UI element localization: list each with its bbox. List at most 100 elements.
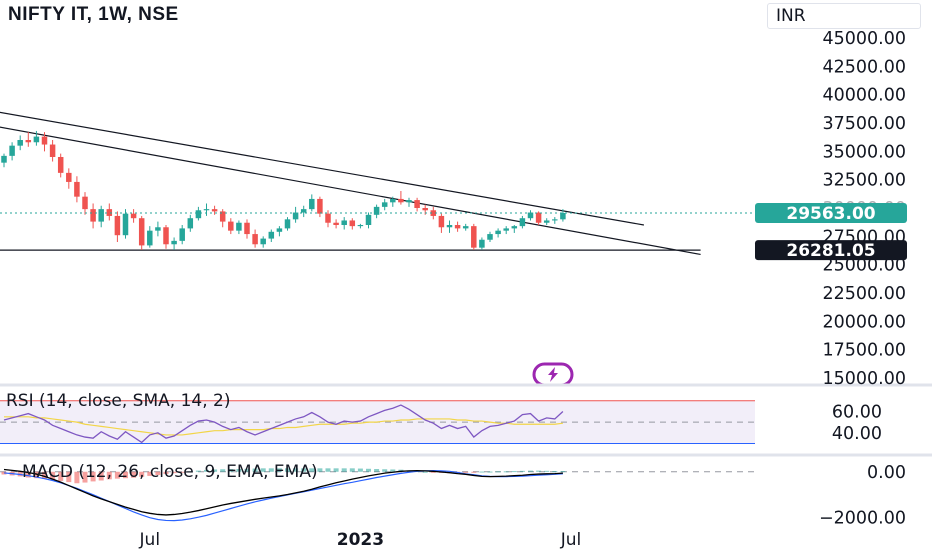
upper-trendline <box>0 111 645 226</box>
candle-body <box>74 181 80 197</box>
currency-selector[interactable]: INR <box>767 3 921 29</box>
candle <box>66 168 72 189</box>
candle-body <box>187 218 194 229</box>
candle <box>519 215 526 229</box>
candle <box>292 206 299 223</box>
candle-body <box>155 227 161 231</box>
candle <box>195 206 202 221</box>
histogram-bar <box>479 471 485 473</box>
histogram-bar <box>33 471 39 479</box>
histogram-bar <box>349 468 355 472</box>
candle <box>49 140 56 162</box>
candle <box>430 206 437 220</box>
candle-body <box>535 212 542 223</box>
candle-body <box>284 219 291 229</box>
candle-body <box>381 202 388 207</box>
candle <box>57 153 64 178</box>
candle-body <box>527 212 534 219</box>
histogram-bar <box>228 469 234 472</box>
histogram-bar <box>560 471 566 473</box>
candle <box>187 214 194 232</box>
rsi-ma-line <box>4 416 563 436</box>
candle <box>171 237 177 250</box>
candle <box>300 205 307 218</box>
candle-body <box>406 200 412 203</box>
candle-body <box>309 198 315 210</box>
candles[interactable] <box>1 130 566 250</box>
histogram-bar <box>495 471 501 473</box>
candle-body <box>479 239 485 248</box>
candle <box>535 211 542 225</box>
histogram-bar <box>90 471 96 482</box>
histogram-bar <box>204 469 209 472</box>
time-tick-label: Jul <box>560 530 582 550</box>
histogram-bar <box>50 471 56 480</box>
candle <box>511 225 518 233</box>
candle-body <box>430 210 437 216</box>
candle-body <box>98 209 104 222</box>
candle <box>130 209 137 223</box>
histogram-bar <box>195 470 201 472</box>
candle-body <box>438 215 445 228</box>
histogram-bar <box>147 471 153 476</box>
histogram-bar <box>220 469 226 472</box>
histogram-bar <box>317 468 323 472</box>
histogram-bar <box>544 470 550 472</box>
candle <box>219 209 226 228</box>
candle <box>147 226 153 248</box>
histogram-bar <box>333 468 339 472</box>
candle <box>25 132 32 147</box>
candle <box>341 217 347 230</box>
candle <box>560 209 566 222</box>
candle <box>284 217 291 231</box>
histogram-bar <box>463 471 469 473</box>
macd-axis[interactable]: 0.00 −2000.00 <box>819 463 906 529</box>
histogram-bar <box>511 471 517 473</box>
histogram-bar <box>260 468 266 472</box>
candle-body <box>446 225 453 228</box>
histogram-bar <box>252 468 258 472</box>
macd-pane[interactable]: MACD (12, 26, close, 9, EMA, EMA) <box>0 462 755 522</box>
histogram-bar <box>74 471 80 484</box>
candle-body <box>349 220 356 227</box>
candle-body <box>519 218 526 227</box>
candle <box>398 191 404 205</box>
candle <box>155 221 161 237</box>
time-tick-label: 2023 <box>337 530 384 550</box>
histogram-bar <box>276 468 282 472</box>
price-pane[interactable]: NIFTY IT, 1W, NSE <box>0 4 755 387</box>
histogram-bar <box>98 471 104 481</box>
price-tick-label: 32500.00 <box>822 171 906 191</box>
candle-body <box>211 209 218 212</box>
support-price-tag: 26281.05 <box>755 240 907 261</box>
price-axis[interactable]: 45000.00 42500.00 40000.00 37500.00 35000.00… <box>822 29 906 389</box>
candle <box>552 217 558 224</box>
candle-body <box>511 226 518 229</box>
candle <box>390 196 396 207</box>
currency-label: INR <box>776 6 806 26</box>
candle <box>1 153 7 168</box>
candle <box>317 196 323 218</box>
candle <box>244 219 250 239</box>
trendlines[interactable] <box>0 111 701 256</box>
svg-text:26281.05: 26281.05 <box>786 241 875 261</box>
histogram-bar <box>212 469 218 472</box>
candle <box>276 226 283 237</box>
price-tick-label: 37500.00 <box>822 114 906 134</box>
histogram-bar <box>366 468 371 472</box>
candle-body <box>292 212 299 220</box>
candle <box>333 219 339 229</box>
histogram-bar <box>123 471 128 479</box>
candle-body <box>17 140 23 146</box>
candle-body <box>179 228 185 241</box>
rsi-pane[interactable]: RSI (14, close, SMA, 14, 2) <box>0 391 755 444</box>
candle-body <box>41 136 48 145</box>
histogram-bar <box>244 468 250 472</box>
candle-body <box>228 221 234 231</box>
histogram-bar <box>236 469 242 472</box>
histogram-bar <box>301 468 307 472</box>
candle-body <box>244 222 250 235</box>
time-axis[interactable]: Jul 2023 Jul <box>139 530 582 550</box>
